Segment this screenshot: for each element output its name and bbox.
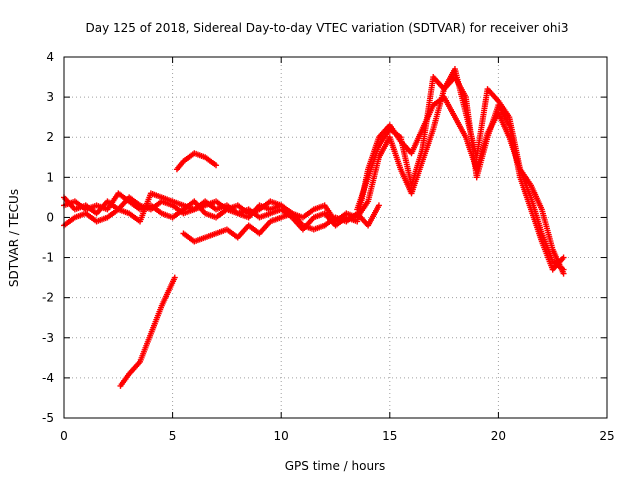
data-point	[375, 202, 382, 209]
plot-frame	[63, 56, 608, 419]
chart-title: Day 125 of 2018, Sidereal Day-to-day VTE…	[86, 21, 569, 35]
series-track-e	[180, 210, 296, 245]
y-tick-label: 0	[46, 210, 54, 224]
y-tick-label: 3	[46, 90, 54, 104]
series-track-f	[173, 150, 220, 173]
y-tick-label: -3	[42, 331, 54, 345]
y-tick-label: -5	[42, 411, 54, 425]
data-point	[213, 162, 220, 169]
y-tick-label: -1	[42, 251, 54, 265]
y-tick-label: 1	[46, 170, 54, 184]
x-tick-label: 15	[382, 429, 397, 443]
data-point	[560, 270, 567, 277]
series-layer	[61, 66, 567, 389]
x-axis-label: GPS time / hours	[285, 459, 386, 473]
x-tick-label: 10	[274, 429, 289, 443]
data-point	[171, 274, 178, 281]
x-tick-label: 20	[491, 429, 506, 443]
y-tick-label: 2	[46, 130, 54, 144]
series-track-g	[117, 274, 178, 389]
y-tick-label: -4	[42, 371, 54, 385]
series-track-d	[354, 66, 567, 277]
y-tick-label: -2	[42, 291, 54, 305]
grid-layer	[64, 57, 607, 418]
data-point	[289, 210, 296, 217]
y-tick-label: 4	[46, 50, 54, 64]
x-tick-label: 5	[169, 429, 177, 443]
data-point	[560, 254, 567, 261]
series-track-c	[61, 74, 567, 273]
y-axis-label: SDTVAR / TECUs	[7, 189, 21, 287]
tick-layer: 0 5 10 15 20 25 -5 -4 -3 -2 -1 0 1 2 3 4	[42, 50, 615, 443]
x-tick-label: 0	[60, 429, 68, 443]
x-tick-label: 25	[599, 429, 614, 443]
